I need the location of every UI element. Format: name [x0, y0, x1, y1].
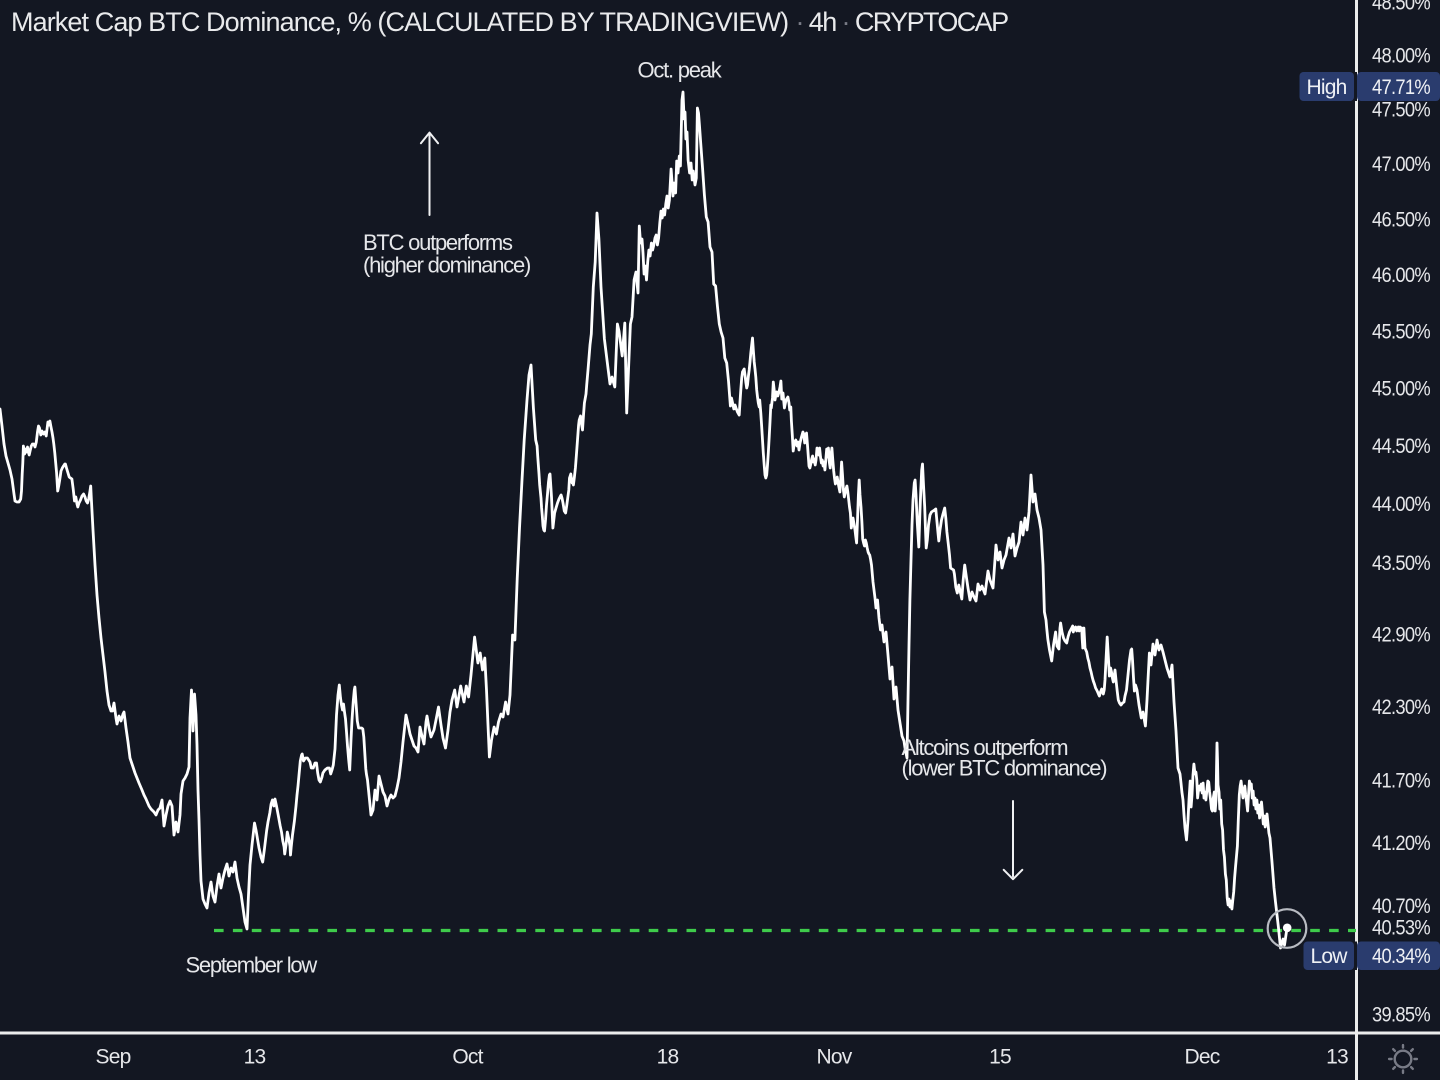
svg-text:Oct. peak: Oct. peak	[638, 58, 723, 83]
svg-text:42.30%: 42.30%	[1372, 696, 1430, 719]
svg-text:(lower BTC dominance): (lower BTC dominance)	[902, 756, 1107, 781]
svg-text:41.20%: 41.20%	[1372, 832, 1430, 855]
svg-text:47.50%: 47.50%	[1372, 99, 1430, 122]
svg-text:46.50%: 46.50%	[1372, 208, 1430, 231]
svg-text:44.50%: 44.50%	[1372, 435, 1430, 458]
svg-text:Altcoins outperform: Altcoins outperform	[902, 735, 1068, 760]
svg-text:(higher dominance): (higher dominance)	[363, 253, 530, 278]
svg-text:39.85%: 39.85%	[1372, 1004, 1430, 1027]
svg-text:40.70%: 40.70%	[1372, 895, 1430, 918]
svg-text:· 4h · CRYPTOCAP: · 4h · CRYPTOCAP	[796, 7, 1009, 37]
svg-text:13: 13	[1326, 1046, 1348, 1069]
svg-text:47.71%: 47.71%	[1372, 76, 1430, 99]
svg-text:44.00%: 44.00%	[1372, 493, 1430, 516]
svg-text:BTC outperforms: BTC outperforms	[363, 230, 513, 255]
svg-text:September low: September low	[186, 953, 318, 978]
svg-text:Dec: Dec	[1185, 1046, 1220, 1069]
svg-text:41.70%: 41.70%	[1372, 770, 1430, 793]
svg-text:13: 13	[244, 1046, 266, 1069]
svg-text:40.53%: 40.53%	[1372, 916, 1430, 939]
svg-text:18: 18	[657, 1046, 679, 1069]
svg-text:48.00%: 48.00%	[1372, 45, 1430, 68]
svg-text:Low: Low	[1310, 945, 1348, 968]
svg-text:42.90%: 42.90%	[1372, 624, 1430, 647]
svg-text:43.50%: 43.50%	[1372, 552, 1430, 575]
svg-text:46.00%: 46.00%	[1372, 264, 1430, 287]
svg-text:48.50%: 48.50%	[1372, 0, 1430, 14]
svg-text:Market Cap BTC Dominance, % (C: Market Cap BTC Dominance, % (CALCULATED …	[11, 7, 788, 37]
svg-text:47.00%: 47.00%	[1372, 153, 1430, 176]
svg-text:40.34%: 40.34%	[1372, 945, 1430, 968]
svg-text:Sep: Sep	[96, 1046, 131, 1069]
svg-text:15: 15	[989, 1046, 1011, 1069]
svg-text:Nov: Nov	[817, 1046, 853, 1069]
svg-text:Oct: Oct	[452, 1046, 483, 1069]
svg-text:45.50%: 45.50%	[1372, 320, 1430, 343]
svg-text:High: High	[1307, 76, 1347, 99]
svg-text:45.00%: 45.00%	[1372, 377, 1430, 400]
